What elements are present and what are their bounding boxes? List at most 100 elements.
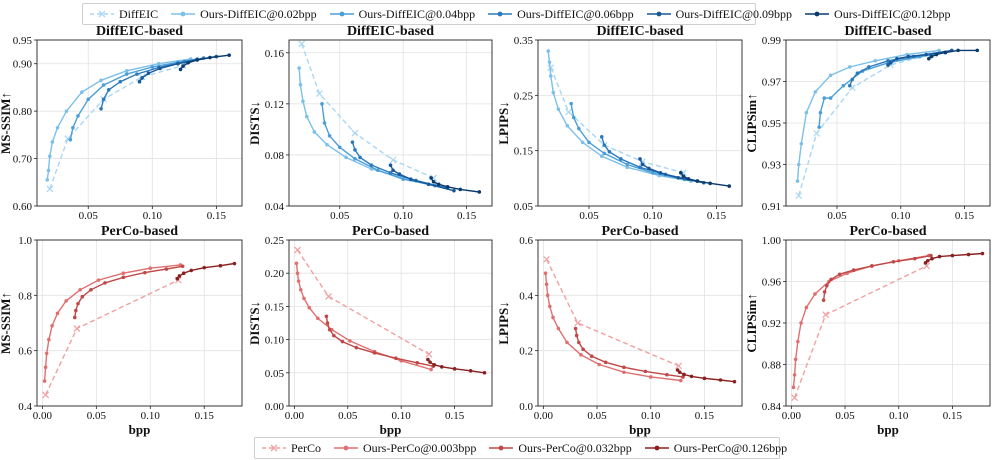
data-point: [101, 97, 106, 102]
data-point: [573, 326, 578, 331]
y-tick-label: 0.12: [265, 99, 284, 111]
data-point: [851, 268, 856, 272]
data-point: [354, 345, 359, 350]
data-point: [804, 110, 809, 115]
series-line: [793, 265, 928, 398]
y-tick-label: 0.90: [13, 59, 33, 71]
legend-entry: DiffEIC: [89, 7, 158, 22]
chart-panel: 0.00 0.05 0.10 0.15 0.4 0.6 0.8 1.0 PerCo-based M…: [0, 224, 243, 437]
data-point: [409, 177, 413, 181]
y-tick-label: 1.00: [762, 235, 782, 247]
data-point: [569, 101, 573, 106]
y-tick-label: 0.00: [265, 401, 285, 413]
data-point: [307, 305, 312, 310]
legend-entry: Ours-DiffEIC@0.06bpp: [487, 6, 634, 22]
data-point: [388, 171, 393, 175]
data-point: [45, 178, 50, 182]
legend-swatch: [334, 445, 358, 451]
legend-swatch: [488, 11, 513, 17]
data-point: [580, 140, 585, 145]
data-point: [394, 356, 398, 360]
data-point: [602, 143, 607, 147]
data-point: [72, 315, 77, 320]
data-point: [316, 316, 320, 321]
data-point: [96, 278, 101, 282]
chart-panel: 0.00 0.05 0.10 0.15 0.84 0.88 0.92 0.96 1.00 PerC…: [744, 224, 991, 437]
legend-entry: Ours-DiffEIC@0.02bpp: [170, 7, 317, 22]
data-point: [587, 140, 591, 145]
data-point: [799, 321, 803, 325]
data-point: [298, 288, 303, 292]
y-tick-label: 0.8: [18, 290, 32, 302]
data-point: [401, 177, 405, 181]
data-point: [924, 52, 929, 57]
data-point: [76, 301, 80, 306]
data-point: [432, 363, 437, 367]
y-tick-label: 0.99: [762, 35, 782, 47]
data-point: [42, 391, 50, 399]
data-point: [316, 90, 323, 98]
data-point: [156, 61, 161, 66]
y-tick-label: 0.35: [514, 35, 534, 47]
legend-entry: Ours-PerCo@0.126bpp: [644, 441, 787, 456]
data-point: [607, 149, 612, 154]
data-point: [146, 71, 151, 75]
data-point: [101, 83, 106, 87]
data-point: [452, 188, 456, 193]
data-point: [227, 53, 231, 57]
data-point: [64, 299, 68, 303]
data-point: [603, 360, 608, 365]
legend-label: Ours-PerCo@0.126bpp: [673, 440, 788, 455]
x-tick-label: 0.05: [330, 210, 350, 222]
data-point: [622, 365, 626, 370]
x-tick-label: 0.00: [285, 410, 305, 422]
x-axis-label: bpp: [129, 422, 151, 437]
data-point: [389, 156, 397, 164]
data-point: [325, 293, 332, 300]
data-point: [353, 148, 357, 152]
data-point: [599, 135, 604, 139]
data-point: [638, 157, 642, 161]
data-point: [577, 126, 581, 131]
legend-entry: Ours-PerCo@0.032bpp: [488, 441, 632, 456]
chart-title: DiffEIC-based: [96, 24, 183, 39]
x-tick-label: 0.10: [891, 210, 911, 222]
data-point: [625, 162, 630, 167]
data-point: [202, 265, 207, 270]
data-point: [813, 129, 821, 137]
data-point: [675, 368, 680, 372]
chart-title: PerCo-based: [850, 224, 927, 239]
data-point: [574, 319, 582, 327]
series-line: [176, 262, 235, 280]
y-tick-label: 0.60: [13, 201, 33, 213]
series-line: [545, 259, 679, 367]
data-point: [677, 370, 682, 375]
data-point: [150, 65, 155, 69]
data-point: [429, 176, 433, 180]
data-point: [348, 339, 352, 343]
data-point: [867, 65, 871, 69]
y-tick-label: 0.95: [762, 118, 782, 130]
x-tick-label: 0.00: [782, 410, 802, 422]
data-point: [574, 333, 579, 338]
x-axis-label: bpp: [877, 422, 899, 437]
data-point: [71, 125, 75, 130]
legend-label: Ours-DiffEIC@0.06bpp: [517, 6, 634, 21]
data-point: [565, 108, 573, 116]
data-point: [796, 162, 801, 167]
data-point: [99, 78, 103, 83]
y-tick-label: 0.15: [514, 146, 534, 158]
legend-entry: PerCo: [261, 441, 321, 456]
data-point: [825, 283, 829, 288]
data-point: [301, 99, 305, 104]
plot-frame: [36, 239, 243, 407]
data-point: [351, 129, 359, 137]
x-tick-label: 0.10: [392, 410, 412, 422]
data-point: [546, 49, 550, 53]
data-point: [679, 378, 683, 383]
data-point: [791, 394, 799, 402]
data-point: [548, 74, 553, 78]
plot-frame: [537, 239, 743, 407]
data-point: [436, 182, 441, 187]
